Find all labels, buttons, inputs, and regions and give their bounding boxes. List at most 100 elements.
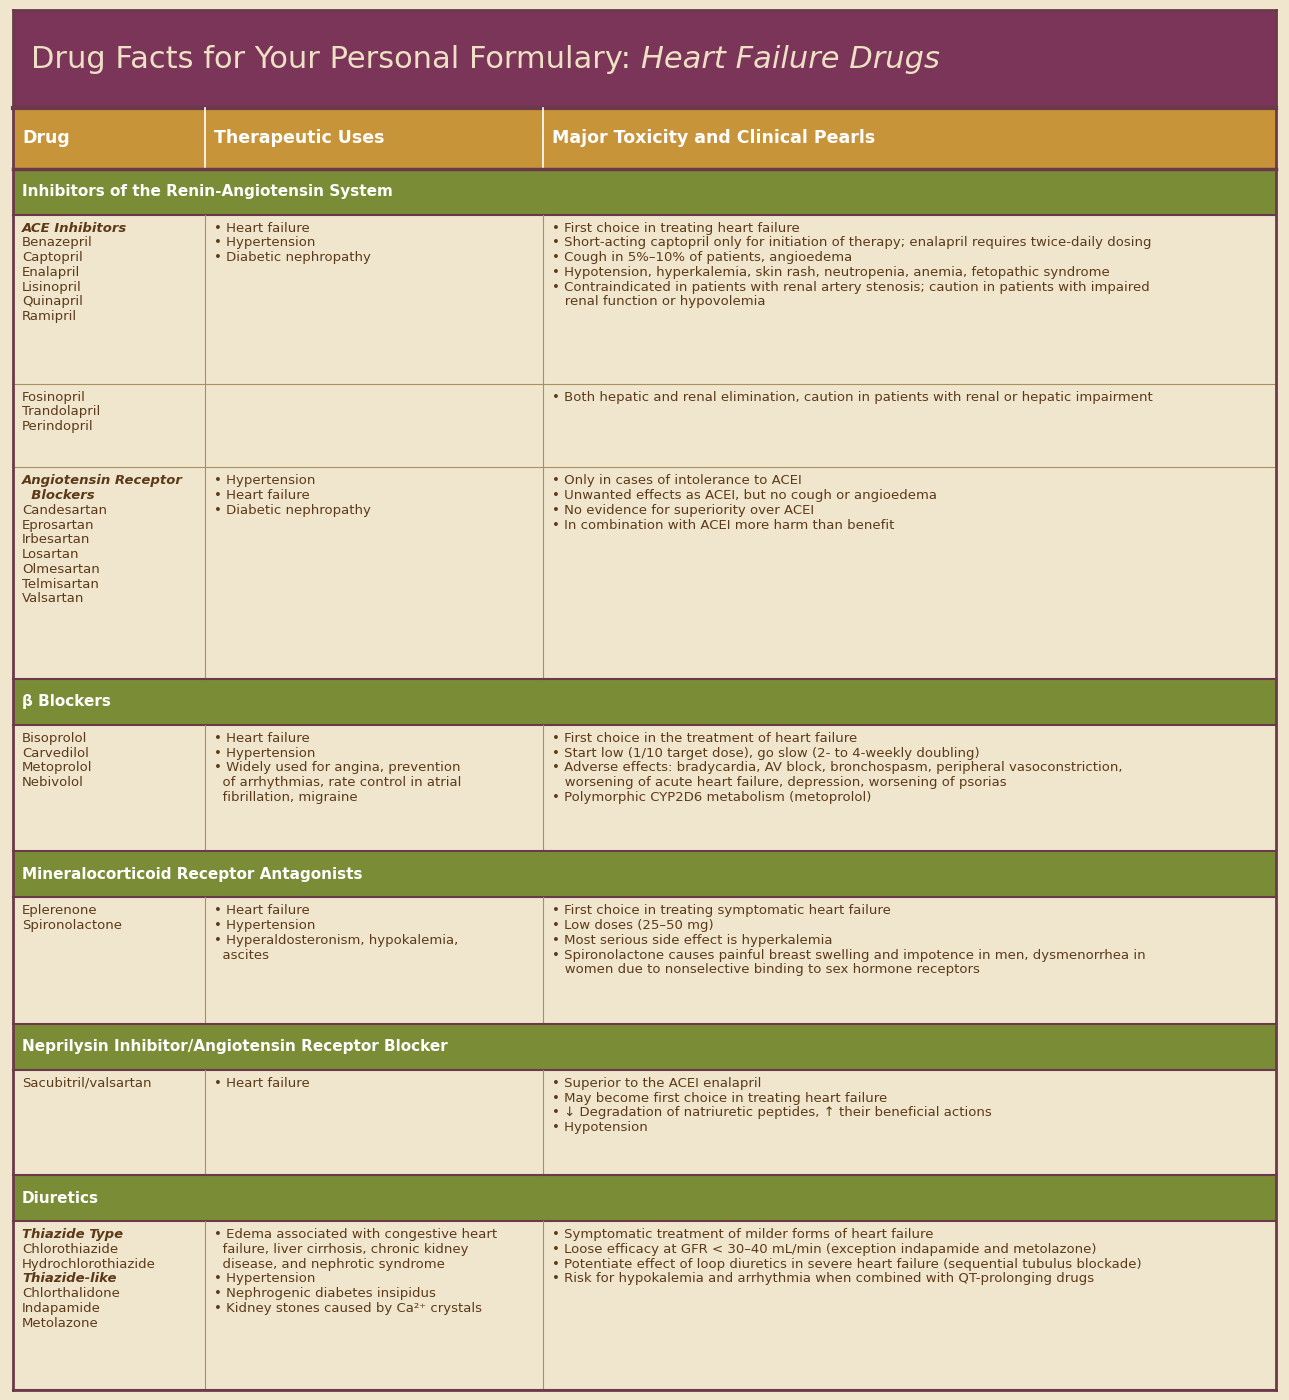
Bar <box>13 725 1276 851</box>
Text: Nebivolol: Nebivolol <box>22 776 84 790</box>
Text: • Most serious side effect is hyperkalemia: • Most serious side effect is hyperkalem… <box>553 934 833 946</box>
Text: • Hypertension: • Hypertension <box>214 746 316 760</box>
Text: ACE Inhibitors: ACE Inhibitors <box>22 221 128 235</box>
Text: • Start low (1/10 target dose), go slow (2- to 4-weekly doubling): • Start low (1/10 target dose), go slow … <box>553 746 980 760</box>
Text: Enalapril: Enalapril <box>22 266 80 279</box>
Bar <box>13 851 1276 897</box>
Text: • In combination with ACEI more harm than benefit: • In combination with ACEI more harm tha… <box>553 518 895 532</box>
Text: Indapamide: Indapamide <box>22 1302 101 1315</box>
Text: • Superior to the ACEI enalapril: • Superior to the ACEI enalapril <box>553 1077 762 1091</box>
Text: Major Toxicity and Clinical Pearls: Major Toxicity and Clinical Pearls <box>553 129 875 147</box>
Text: • Risk for hypokalemia and arrhythmia when combined with QT-prolonging drugs: • Risk for hypokalemia and arrhythmia wh… <box>553 1273 1094 1285</box>
Text: • Hypotension, hyperkalemia, skin rash, neutropenia, anemia, fetopathic syndrome: • Hypotension, hyperkalemia, skin rash, … <box>553 266 1110 279</box>
Text: • Diabetic nephropathy: • Diabetic nephropathy <box>214 504 371 517</box>
Text: Irbesartan: Irbesartan <box>22 533 90 546</box>
Text: β Blockers: β Blockers <box>22 694 111 710</box>
Text: • First choice in treating symptomatic heart failure: • First choice in treating symptomatic h… <box>553 904 891 917</box>
Bar <box>13 679 1276 725</box>
Bar <box>13 897 1276 1023</box>
Text: • Adverse effects: bradycardia, AV block, bronchospasm, peripheral vasoconstrict: • Adverse effects: bradycardia, AV block… <box>553 762 1123 774</box>
Text: • Only in cases of intolerance to ACEI: • Only in cases of intolerance to ACEI <box>553 475 802 487</box>
Text: Chlorthalidone: Chlorthalidone <box>22 1287 120 1301</box>
Text: Telmisartan: Telmisartan <box>22 578 99 591</box>
Text: Chlorothiazide: Chlorothiazide <box>22 1243 119 1256</box>
Text: Metolazone: Metolazone <box>22 1316 99 1330</box>
Text: Candesartan: Candesartan <box>22 504 107 517</box>
Text: Metoprolol: Metoprolol <box>22 762 93 774</box>
Text: ascites: ascites <box>214 949 269 962</box>
Text: Quinapril: Quinapril <box>22 295 82 308</box>
Text: • Potentiate effect of loop diuretics in severe heart failure (sequential tubulu: • Potentiate effect of loop diuretics in… <box>553 1257 1142 1271</box>
Text: disease, and nephrotic syndrome: disease, and nephrotic syndrome <box>214 1257 445 1271</box>
Bar <box>13 10 1276 108</box>
Text: Sacubitril/valsartan: Sacubitril/valsartan <box>22 1077 152 1091</box>
Text: Inhibitors of the Renin-Angiotensin System: Inhibitors of the Renin-Angiotensin Syst… <box>22 185 393 199</box>
Bar <box>13 1221 1276 1390</box>
Text: • Loose efficacy at GFR < 30–40 mL/min (exception indapamide and metolazone): • Loose efficacy at GFR < 30–40 mL/min (… <box>553 1243 1097 1256</box>
Text: • No evidence for superiority over ACEI: • No evidence for superiority over ACEI <box>553 504 815 517</box>
Text: • Heart failure: • Heart failure <box>214 489 309 503</box>
Bar <box>13 1070 1276 1175</box>
Bar <box>13 384 1276 468</box>
Text: Therapeutic Uses: Therapeutic Uses <box>214 129 384 147</box>
Text: • Cough in 5%–10% of patients, angioedema: • Cough in 5%–10% of patients, angioedem… <box>553 251 853 265</box>
Text: Carvedilol: Carvedilol <box>22 746 89 760</box>
Text: • First choice in the treatment of heart failure: • First choice in the treatment of heart… <box>553 732 857 745</box>
Bar <box>13 1023 1276 1070</box>
Text: Benazepril: Benazepril <box>22 237 93 249</box>
Text: renal function or hypovolemia: renal function or hypovolemia <box>553 295 766 308</box>
Bar <box>13 168 1276 214</box>
Text: Mineralocorticoid Receptor Antagonists: Mineralocorticoid Receptor Antagonists <box>22 867 362 882</box>
Text: worsening of acute heart failure, depression, worsening of psorias: worsening of acute heart failure, depres… <box>553 776 1007 790</box>
Text: Neprilysin Inhibitor/Angiotensin Receptor Blocker: Neprilysin Inhibitor/Angiotensin Recepto… <box>22 1039 447 1054</box>
Text: Drug Facts for Your Personal Formulary:: Drug Facts for Your Personal Formulary: <box>31 45 641 74</box>
Bar <box>13 108 1276 168</box>
Text: • Heart failure: • Heart failure <box>214 221 309 235</box>
Bar <box>13 1175 1276 1221</box>
Text: • Hypertension: • Hypertension <box>214 1273 316 1285</box>
Text: • Short-acting captopril only for initiation of therapy; enalapril requires twic: • Short-acting captopril only for initia… <box>553 237 1152 249</box>
Text: • Both hepatic and renal elimination, caution in patients with renal or hepatic : • Both hepatic and renal elimination, ca… <box>553 391 1154 403</box>
Text: Olmesartan: Olmesartan <box>22 563 99 575</box>
Text: • Edema associated with congestive heart: • Edema associated with congestive heart <box>214 1228 498 1242</box>
Text: Trandolapril: Trandolapril <box>22 406 101 419</box>
Text: Eplerenone: Eplerenone <box>22 904 98 917</box>
Text: fibrillation, migraine: fibrillation, migraine <box>214 791 357 804</box>
Text: • Hypertension: • Hypertension <box>214 237 316 249</box>
Text: Heart Failure Drugs: Heart Failure Drugs <box>641 45 940 74</box>
Text: Thiazide Type: Thiazide Type <box>22 1228 124 1242</box>
Bar <box>13 468 1276 679</box>
Text: Fosinopril: Fosinopril <box>22 391 86 403</box>
Text: • Widely used for angina, prevention: • Widely used for angina, prevention <box>214 762 460 774</box>
Text: • Nephrogenic diabetes insipidus: • Nephrogenic diabetes insipidus <box>214 1287 436 1301</box>
Text: Hydrochlorothiazide: Hydrochlorothiazide <box>22 1257 156 1271</box>
Text: • Unwanted effects as ACEI, but no cough or angioedema: • Unwanted effects as ACEI, but no cough… <box>553 489 937 503</box>
Text: • Hyperaldosteronism, hypokalemia,: • Hyperaldosteronism, hypokalemia, <box>214 934 458 946</box>
Text: • Hypertension: • Hypertension <box>214 920 316 932</box>
Text: Spironolactone: Spironolactone <box>22 920 122 932</box>
Text: failure, liver cirrhosis, chronic kidney: failure, liver cirrhosis, chronic kidney <box>214 1243 468 1256</box>
Text: Thiazide-like: Thiazide-like <box>22 1273 116 1285</box>
Text: • Heart failure: • Heart failure <box>214 732 309 745</box>
Text: • Heart failure: • Heart failure <box>214 904 309 917</box>
Text: • Heart failure: • Heart failure <box>214 1077 309 1091</box>
Text: of arrhythmias, rate control in atrial: of arrhythmias, rate control in atrial <box>214 776 461 790</box>
Text: • Hypotension: • Hypotension <box>553 1121 648 1134</box>
Text: Ramipril: Ramipril <box>22 311 77 323</box>
Text: • Low doses (25–50 mg): • Low doses (25–50 mg) <box>553 920 714 932</box>
Text: Perindopril: Perindopril <box>22 420 94 433</box>
Text: Losartan: Losartan <box>22 549 80 561</box>
Text: • Spironolactone causes painful breast swelling and impotence in men, dysmenorrh: • Spironolactone causes painful breast s… <box>553 949 1146 962</box>
Text: Eprosartan: Eprosartan <box>22 518 94 532</box>
Text: Diuretics: Diuretics <box>22 1190 99 1205</box>
Text: • Diabetic nephropathy: • Diabetic nephropathy <box>214 251 371 265</box>
Text: Bisoprolol: Bisoprolol <box>22 732 88 745</box>
Text: Captopril: Captopril <box>22 251 82 265</box>
Text: women due to nonselective binding to sex hormone receptors: women due to nonselective binding to sex… <box>553 963 981 976</box>
Text: Valsartan: Valsartan <box>22 592 84 605</box>
Text: • Hypertension: • Hypertension <box>214 475 316 487</box>
Text: • ↓ Degradation of natriuretic peptides, ↑ their beneficial actions: • ↓ Degradation of natriuretic peptides,… <box>553 1106 993 1120</box>
Text: • First choice in treating heart failure: • First choice in treating heart failure <box>553 221 800 235</box>
Text: • Kidney stones caused by Ca²⁺ crystals: • Kidney stones caused by Ca²⁺ crystals <box>214 1302 482 1315</box>
Text: • May become first choice in treating heart failure: • May become first choice in treating he… <box>553 1092 888 1105</box>
